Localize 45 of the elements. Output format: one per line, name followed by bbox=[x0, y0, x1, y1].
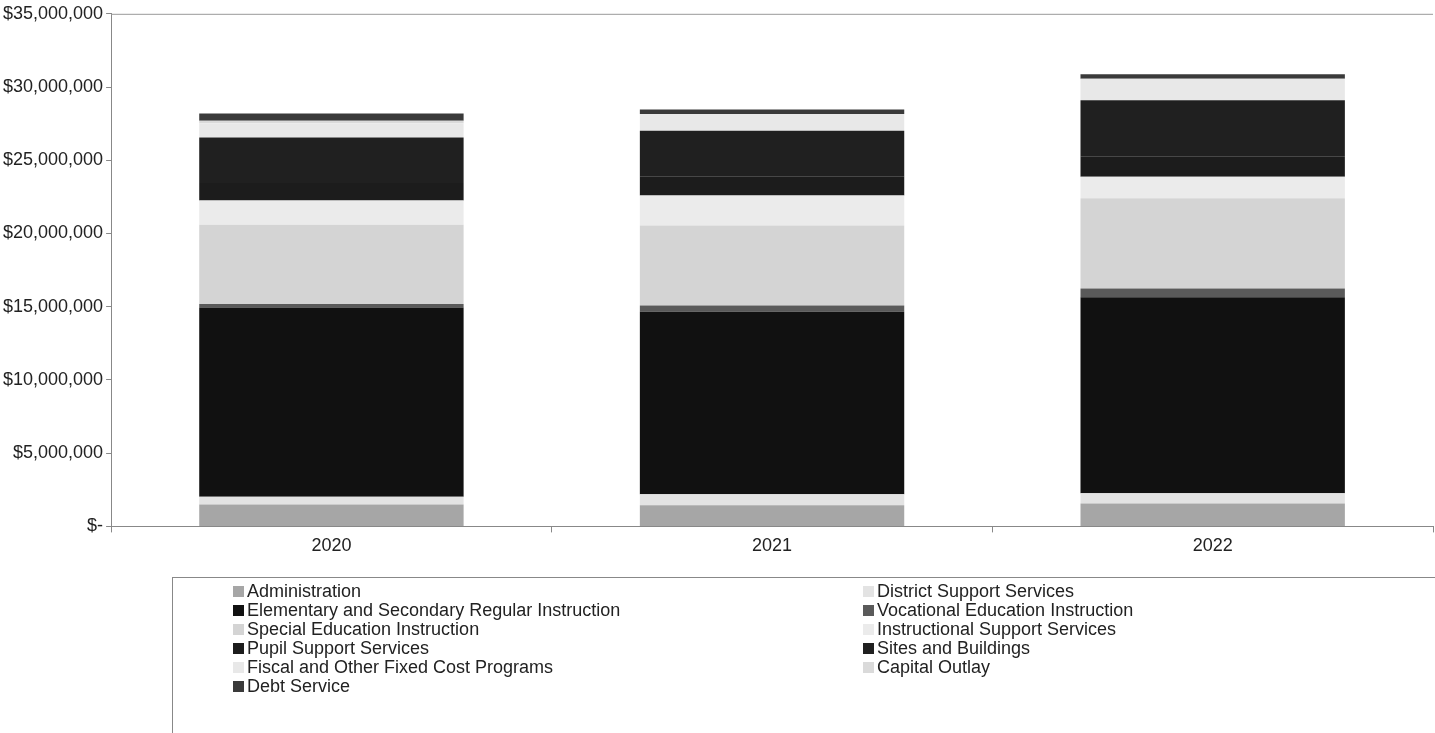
bar bbox=[639, 494, 905, 506]
y-tick-label: $15,000,000 bbox=[2, 295, 104, 316]
legend-label: District Support Services bbox=[877, 581, 1075, 602]
bar bbox=[199, 504, 464, 526]
legend-label: Pupil Support Services bbox=[247, 638, 430, 659]
x-tick-label: 2021 bbox=[752, 535, 793, 556]
bar bbox=[639, 109, 905, 114]
x-tick-label: 2022 bbox=[1192, 535, 1233, 556]
bar bbox=[1080, 297, 1345, 494]
legend-label: Fiscal and Other Fixed Cost Programs bbox=[247, 657, 554, 678]
bar bbox=[199, 113, 464, 121]
bar bbox=[1080, 176, 1345, 199]
bar bbox=[1080, 78, 1345, 101]
x-tick-label: 2020 bbox=[311, 535, 352, 556]
bar bbox=[639, 505, 905, 526]
legend-label: Capital Outlay bbox=[877, 657, 991, 678]
bar bbox=[199, 200, 464, 225]
y-tick-label: $35,000,000 bbox=[2, 2, 104, 23]
legend-label: Special Education Instruction bbox=[247, 619, 480, 640]
bar bbox=[1080, 74, 1345, 79]
y-tick-label: $20,000,000 bbox=[2, 222, 104, 243]
bar bbox=[1080, 198, 1345, 289]
bar bbox=[1080, 288, 1345, 298]
bar bbox=[199, 307, 464, 497]
legend-label: Instructional Support Services bbox=[877, 619, 1117, 640]
legend-label: Administration bbox=[247, 581, 362, 602]
y-tick-label: $- bbox=[87, 515, 104, 536]
bar bbox=[199, 224, 464, 304]
bar bbox=[639, 225, 905, 306]
legend-label: Debt Service bbox=[247, 676, 351, 697]
bar bbox=[639, 195, 905, 226]
y-tick-label: $5,000,000 bbox=[13, 442, 104, 463]
y-tick-label: $25,000,000 bbox=[2, 149, 104, 170]
legend-label: Sites and Buildings bbox=[877, 638, 1031, 659]
bar bbox=[199, 123, 464, 138]
bar bbox=[1080, 503, 1345, 526]
bar bbox=[199, 496, 464, 505]
bar bbox=[639, 113, 905, 131]
legend-label: Elementary and Secondary Regular Instruction bbox=[247, 600, 621, 621]
legend-label: Vocational Education Instruction bbox=[877, 600, 1134, 621]
bar bbox=[639, 305, 905, 312]
y-tick-label: $30,000,000 bbox=[2, 76, 104, 96]
bar bbox=[639, 311, 905, 495]
y-tick-label: $10,000,000 bbox=[2, 368, 104, 389]
bar bbox=[1080, 493, 1345, 504]
